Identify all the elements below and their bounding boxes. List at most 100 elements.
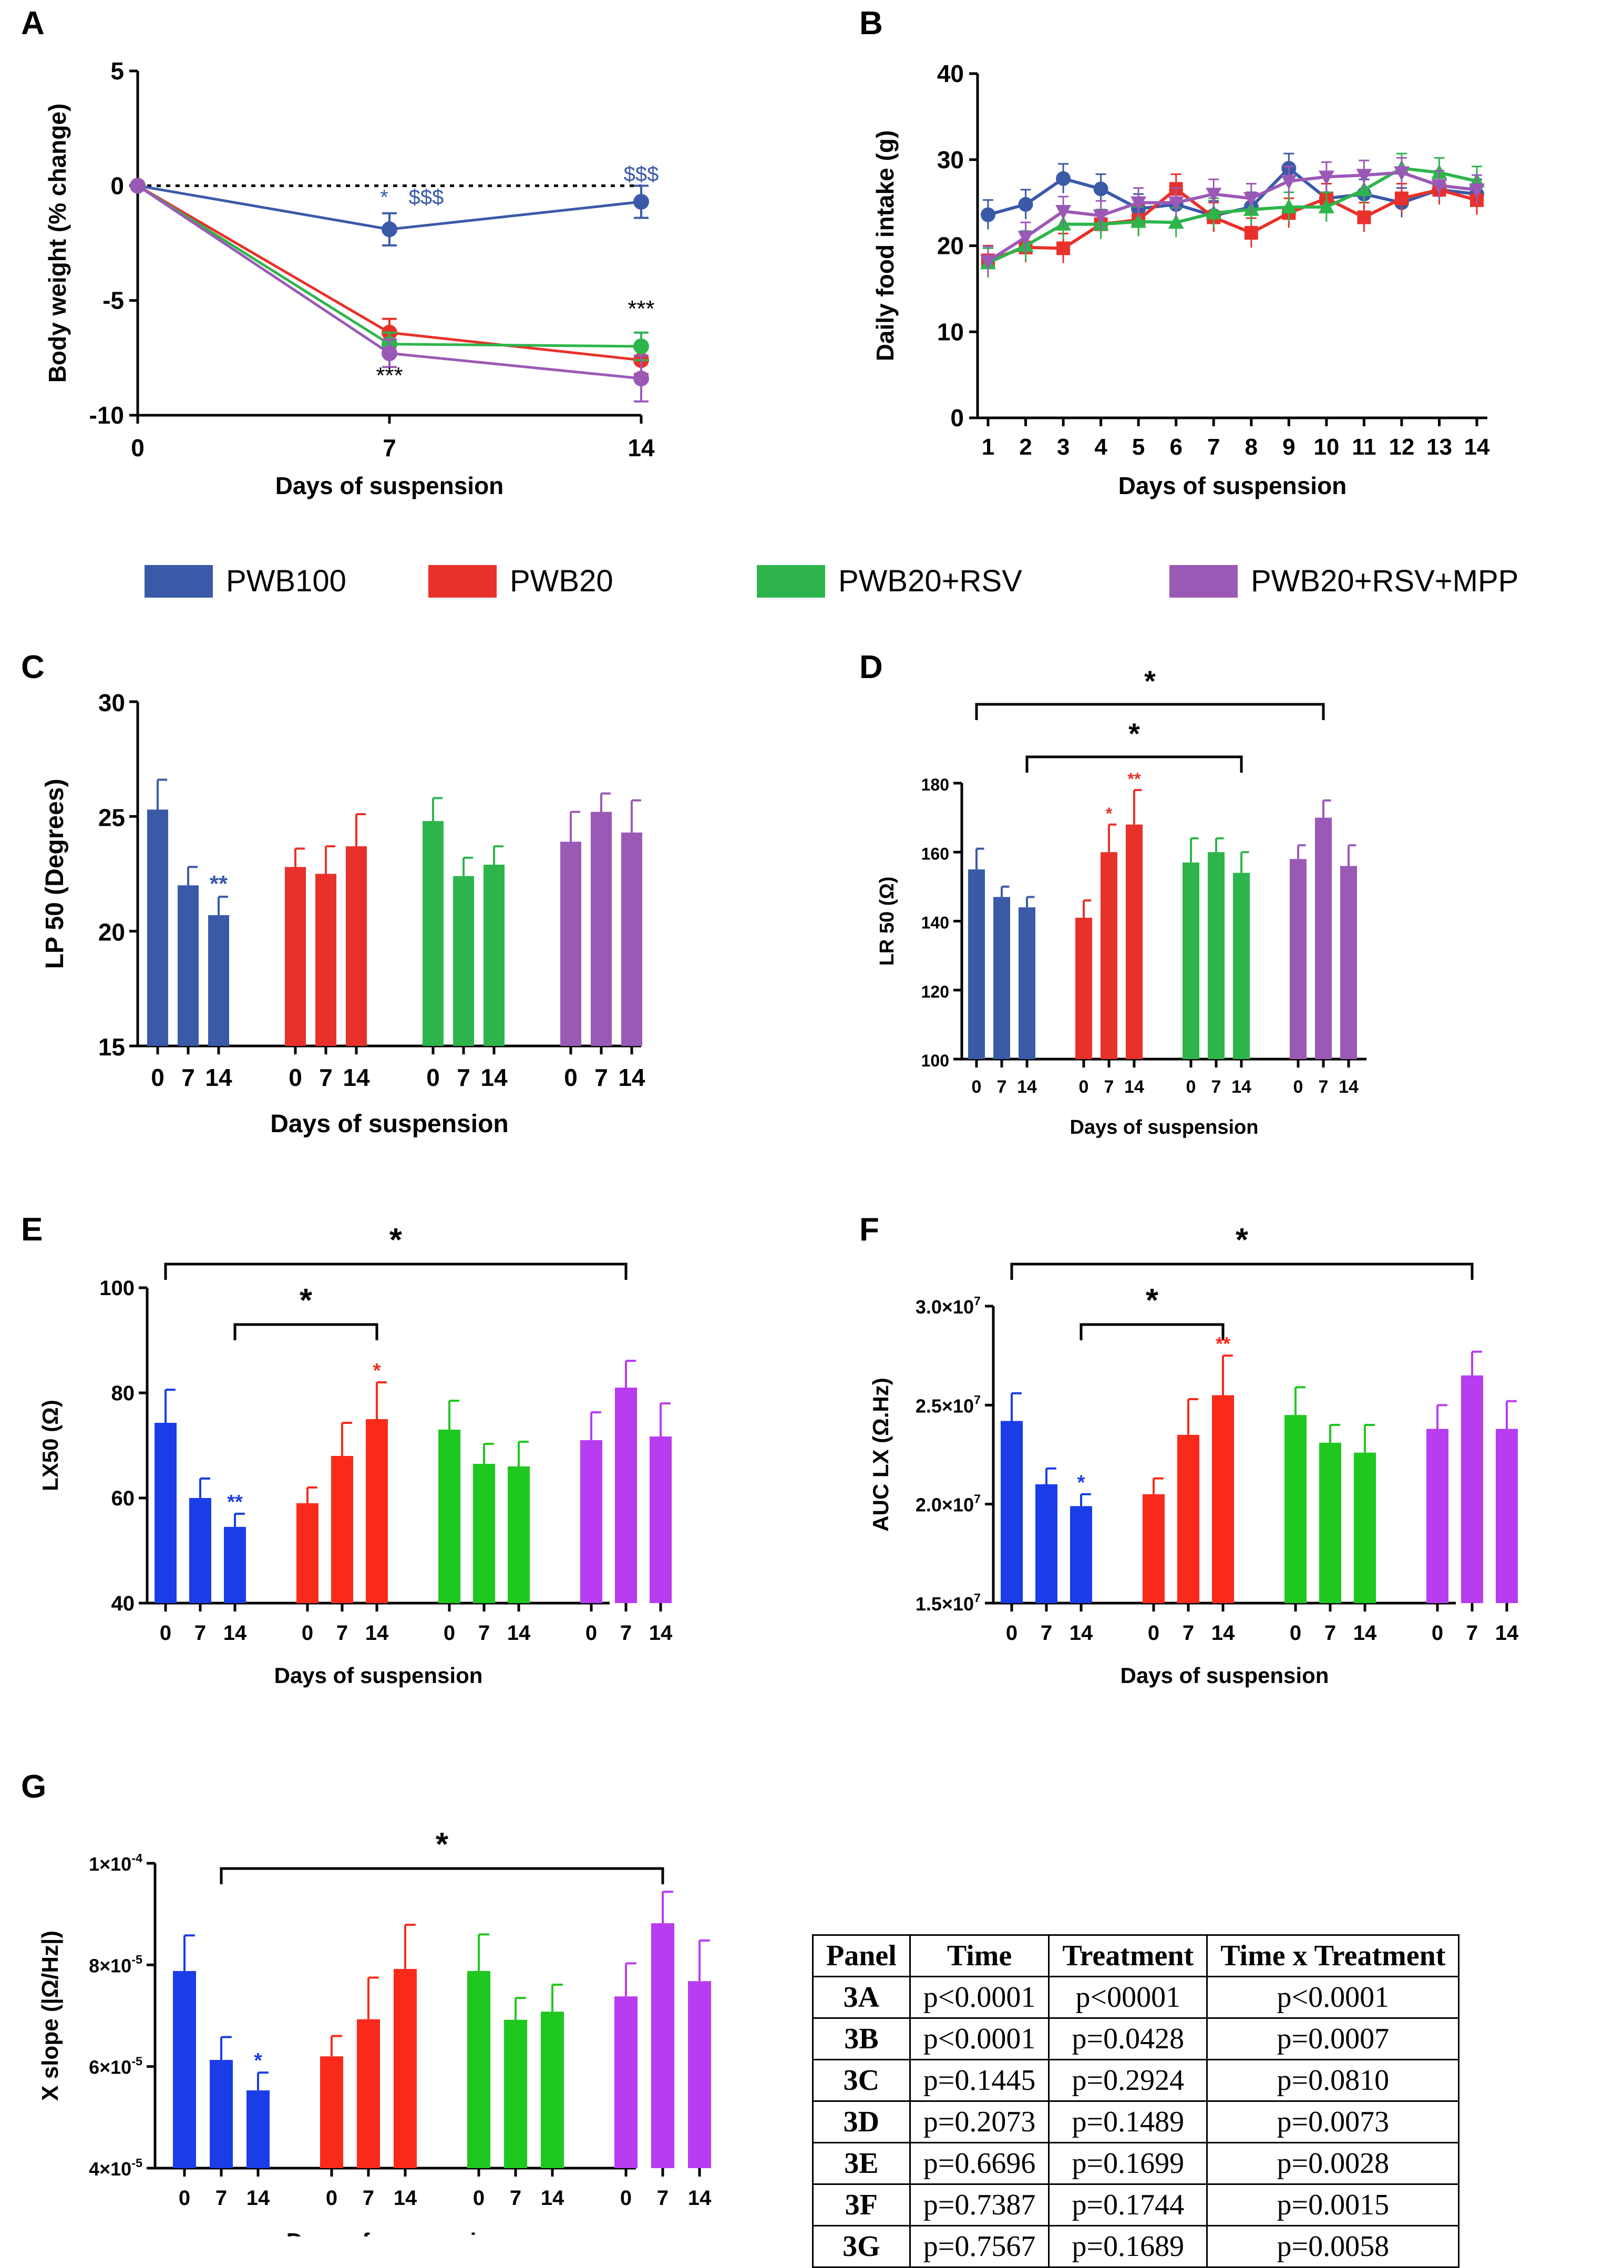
y-tick-label: 2.5×107: [916, 1393, 981, 1417]
bar: [1461, 1375, 1483, 1603]
x-tick-label: 14: [1211, 1622, 1235, 1645]
data-point: [980, 254, 996, 270]
x-axis-label: Days of suspension: [270, 1110, 508, 1138]
bar: [1001, 1421, 1023, 1603]
x-axis-label: Days of suspension: [275, 472, 504, 499]
bar: [467, 1971, 490, 2168]
x-axis-label: Days of suspension: [286, 2229, 505, 2236]
bar: [580, 1440, 602, 1603]
col-header-time: Time: [909, 1934, 1050, 1977]
data-point: [1394, 191, 1409, 206]
x-axis-label: Days of suspension: [1121, 1663, 1329, 1688]
significance-bracket: [1025, 755, 1243, 773]
bar: [1290, 859, 1307, 1059]
x-tick-label: 14: [1353, 1622, 1377, 1645]
data-point: [1281, 175, 1297, 190]
bar: [1035, 1484, 1057, 1603]
bar: [614, 1996, 638, 2168]
data-point: [1093, 181, 1108, 197]
x-tick-label: 0: [1079, 1077, 1089, 1097]
data-point: [633, 371, 649, 387]
y-tick-label: 120: [921, 982, 949, 1001]
x-tick-label: 14: [394, 2187, 417, 2210]
bracket-star: *: [300, 1282, 313, 1319]
table-cell: p=0.0073: [1206, 2100, 1460, 2143]
x-tick-label: 14: [365, 1622, 389, 1645]
bar: [560, 841, 581, 1046]
table-cell: p=0.1699: [1048, 2142, 1208, 2185]
x-tick-label: 0: [585, 1622, 597, 1645]
significance-star: *: [254, 2049, 262, 2072]
table-cell: 3C: [812, 2059, 911, 2102]
y-tick-label: 100: [99, 1277, 135, 1300]
data-point: [1431, 179, 1447, 194]
x-tick-label: 7: [478, 1622, 490, 1645]
significance-star: ***: [628, 296, 654, 322]
x-tick-label: 0: [160, 1622, 171, 1645]
bar: [210, 2060, 233, 2168]
x-tick-label: 0: [1148, 1622, 1159, 1645]
y-tick-label: 2.0×107: [916, 1492, 981, 1515]
table-row: 3G p=0.7567 p=0.1689 p=0.0058: [812, 2225, 1460, 2268]
x-tick-label: 0: [1293, 1077, 1303, 1097]
bar: [993, 897, 1010, 1059]
table-header-row: Panel Time Treatment Time x Treatment: [812, 1934, 1460, 1977]
y-tick-label: 8×10-5: [89, 1953, 142, 1976]
significance-bracket: [220, 1867, 664, 1884]
bar: [650, 1436, 672, 1603]
significance-star: *: [1106, 804, 1113, 823]
data-point: [1244, 225, 1258, 240]
x-tick-label: 0: [426, 1064, 440, 1091]
x-tick-label: 10: [1313, 434, 1339, 460]
table-cell: 3E: [812, 2142, 911, 2185]
x-axis-label: Days of suspension: [1070, 1116, 1259, 1138]
table-cell: p=0.0007: [1206, 2017, 1460, 2060]
x-axis-label: Days of suspension: [274, 1663, 483, 1688]
x-tick-label: 14: [1339, 1077, 1359, 1097]
x-tick-label: 4: [1094, 434, 1107, 460]
x-tick-label: 5: [1132, 434, 1145, 460]
panel-label-D: D: [859, 649, 883, 685]
x-tick-label: 0: [444, 1622, 455, 1645]
bar: [1183, 862, 1199, 1059]
y-tick-label: 6×10-5: [89, 2054, 142, 2078]
y-axis-label: LR 50 (Ω): [876, 877, 898, 966]
y-tick-label: 0: [110, 172, 124, 199]
significance-dollar: $$$: [409, 186, 444, 209]
table-cell: 3A: [812, 1976, 911, 2019]
x-tick-label: 7: [1466, 1622, 1478, 1645]
table-cell: p<00001: [1048, 1976, 1208, 2019]
x-tick-label: 7: [1211, 1077, 1221, 1097]
y-tick-label: -10: [89, 402, 124, 429]
bar: [1319, 1442, 1341, 1603]
x-tick-label: 7: [363, 2187, 374, 2210]
x-tick-label: 0: [131, 434, 145, 461]
bar: [688, 1981, 711, 2168]
legend-label: PWB100: [226, 564, 346, 598]
data-point: [130, 178, 146, 194]
y-tick-label: 10: [937, 318, 964, 345]
y-tick-label: 140: [921, 914, 949, 932]
x-tick-label: 7: [997, 1077, 1007, 1097]
bar: [423, 821, 444, 1046]
y-tick-label: 0: [950, 404, 964, 432]
bracket-star: *: [1146, 1282, 1159, 1319]
legend-swatch: [757, 565, 825, 598]
table-cell: 3D: [812, 2100, 911, 2143]
table-cell: p=0.0058: [1206, 2225, 1460, 2268]
significance-bracket: [164, 1263, 628, 1280]
x-tick-label: 13: [1426, 434, 1452, 460]
x-tick-label: 7: [1324, 1622, 1336, 1645]
data-point: [1206, 188, 1222, 203]
table-row: 3D p=0.2073 p=0.1489 p=0.0073: [812, 2100, 1460, 2143]
data-point: [1318, 170, 1334, 186]
significance-bracket: [1080, 1323, 1225, 1340]
significance-bracket: [1010, 1263, 1474, 1280]
y-tick-label: -5: [102, 287, 124, 314]
bar: [1212, 1395, 1234, 1603]
x-tick-label: 11: [1352, 434, 1376, 460]
y-axis-label: LP 50 (Degrees): [41, 779, 69, 969]
bar: [208, 915, 229, 1046]
significance-bracket: [233, 1323, 378, 1340]
